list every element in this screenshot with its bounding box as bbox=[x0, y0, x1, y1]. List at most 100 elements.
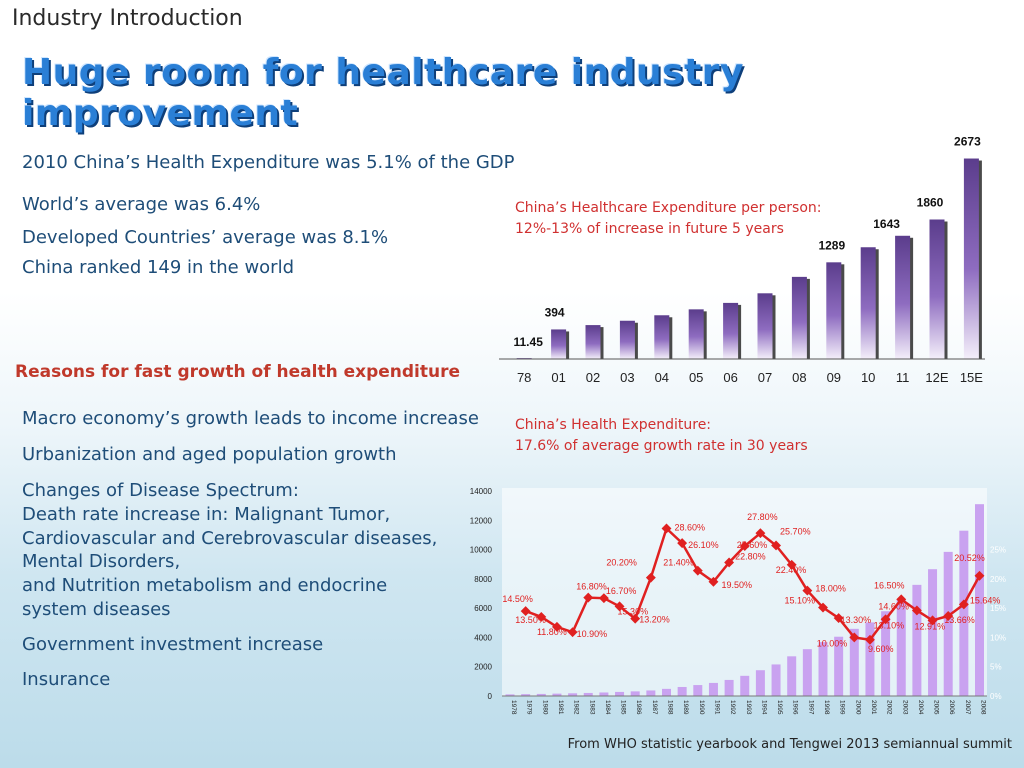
bar-1992 bbox=[724, 679, 734, 696]
per-person-bar-chart: 78 01 02 03 04 05 06 07 08 09 10 11 12E 15E 11.45 394 1… bbox=[499, 135, 985, 385]
bar-2003 bbox=[896, 599, 906, 696]
x-tick-1981: 1981 bbox=[557, 700, 564, 715]
bar-1980 bbox=[536, 693, 546, 696]
data-label-09: 1289 bbox=[818, 238, 845, 252]
growth-label-1990: 21.40% bbox=[663, 558, 694, 568]
x-tick-1984: 1984 bbox=[604, 700, 611, 715]
plot-area bbox=[502, 488, 987, 696]
x-tick-2001: 2001 bbox=[870, 700, 877, 715]
growth-label-1988: 28.60% bbox=[675, 522, 706, 532]
bar-04 bbox=[654, 315, 670, 359]
y2-tick: 5% bbox=[990, 663, 1002, 672]
reason-mental: Mental Disorders, bbox=[22, 551, 181, 572]
growth-label-1993: 25.60% bbox=[737, 540, 768, 550]
x-tick-2002: 2002 bbox=[886, 700, 893, 715]
bar-1998 bbox=[818, 642, 828, 696]
x-tick-11: 11 bbox=[896, 370, 910, 385]
growth-label-2005: 12.91% bbox=[915, 621, 946, 631]
bar-03 bbox=[619, 320, 635, 359]
reason-death-rate: Death rate increase in: Malignant Tumor, bbox=[22, 504, 391, 525]
bar-1997 bbox=[802, 649, 812, 696]
x-tick-1988: 1988 bbox=[667, 700, 674, 715]
y-tick: 6000 bbox=[474, 604, 492, 613]
growth-point-2001 bbox=[865, 634, 875, 645]
growth-point-1993 bbox=[739, 541, 750, 552]
x-tick-07: 07 bbox=[758, 370, 772, 385]
x-tick-1986: 1986 bbox=[635, 700, 642, 715]
growth-label-1992: 22.80% bbox=[735, 551, 766, 561]
y-tick: 8000 bbox=[474, 575, 492, 584]
x-tick-1979: 1979 bbox=[526, 700, 533, 715]
growth-label-1991: 19.50% bbox=[721, 580, 752, 590]
reason-urbanization: Urbanization and aged population growth bbox=[22, 444, 397, 465]
bar-1978 bbox=[505, 694, 515, 696]
bar-1990 bbox=[693, 685, 703, 696]
growth-label-2006: 13.66% bbox=[944, 615, 975, 625]
stat-gdp-share: 2010 China’s Health Expenditure was 5.1%… bbox=[22, 152, 515, 173]
x-tick-2007: 2007 bbox=[964, 700, 971, 715]
x-tick-03: 03 bbox=[620, 370, 634, 385]
y-tick: 10000 bbox=[470, 546, 493, 555]
x-tick-1993: 1993 bbox=[745, 700, 752, 715]
reasons-heading: Reasons for fast growth of health expend… bbox=[15, 362, 461, 382]
data-label-11: 1643 bbox=[873, 217, 900, 231]
x-tick-06: 06 bbox=[723, 370, 737, 385]
growth-point-2002 bbox=[880, 614, 891, 625]
reason-nutrition: and Nutrition metabolism and endocrine bbox=[22, 575, 388, 596]
bar-1979 bbox=[521, 694, 531, 696]
growth-point-2003 bbox=[896, 594, 907, 605]
x-tick-1998: 1998 bbox=[823, 700, 830, 715]
bar-2001 bbox=[865, 622, 875, 696]
bar-1991 bbox=[708, 682, 718, 696]
growth-label-2004: 14.60% bbox=[878, 601, 909, 611]
bar-07 bbox=[757, 293, 773, 359]
growth-label-1981: 11.80% bbox=[537, 627, 567, 637]
bar-09 bbox=[826, 262, 842, 359]
growth-point-1988 bbox=[661, 523, 672, 534]
x-tick-1992: 1992 bbox=[729, 700, 736, 715]
per-person-note-line2: 12%-13% of increase in future 5 years bbox=[515, 221, 784, 237]
data-label-15E: 2673 bbox=[954, 135, 981, 149]
growth-point-1995 bbox=[771, 540, 781, 551]
x-tick-09: 09 bbox=[827, 370, 841, 385]
bar-1999 bbox=[834, 636, 844, 696]
bar-1988 bbox=[662, 688, 671, 696]
x-tick-02: 02 bbox=[586, 370, 600, 385]
bar-1986 bbox=[630, 691, 640, 696]
data-label-12E: 1860 bbox=[917, 196, 944, 210]
growth-point-2000 bbox=[849, 632, 860, 643]
stat-world-average: World’s average was 6.4% bbox=[22, 194, 261, 215]
growth-label-1984: 16.70% bbox=[606, 586, 637, 596]
x-tick-2005: 2005 bbox=[933, 700, 940, 715]
x-tick-12E: 12E bbox=[925, 370, 948, 385]
bar-15E bbox=[963, 158, 979, 359]
y-tick: 2000 bbox=[474, 663, 492, 672]
x-tick-2000: 2000 bbox=[854, 700, 861, 715]
growth-note: China’s Health Expenditure: 17.6% of ave… bbox=[515, 415, 808, 457]
bar-2002 bbox=[881, 611, 891, 696]
growth-point-2006 bbox=[943, 611, 954, 621]
x-tick-1987: 1987 bbox=[651, 700, 658, 715]
per-person-note: China’s Healthcare Expenditure per perso… bbox=[515, 198, 822, 240]
bar-08 bbox=[791, 276, 807, 359]
growth-label-1986: 13.20% bbox=[639, 615, 670, 625]
x-tick-1982: 1982 bbox=[573, 700, 580, 715]
bar-12E bbox=[929, 219, 945, 359]
x-tick-1989: 1989 bbox=[682, 700, 689, 715]
bar-1981 bbox=[552, 693, 562, 696]
y-tick: 4000 bbox=[474, 633, 492, 642]
x-tick-2003: 2003 bbox=[901, 700, 908, 715]
growth-label-1982: 10.90% bbox=[577, 629, 608, 639]
growth-label-1997: 18.00% bbox=[815, 584, 846, 594]
stat-china-rank: China ranked 149 in the world bbox=[22, 257, 295, 278]
x-tick-10: 10 bbox=[861, 370, 875, 385]
growth-label-1987: 20.20% bbox=[606, 558, 637, 568]
growth-point-2007 bbox=[958, 599, 969, 610]
growth-label-1980: 13.50% bbox=[515, 615, 546, 625]
bar-2005 bbox=[928, 569, 938, 696]
x-tick-15E: 15E bbox=[960, 370, 983, 385]
page-title: Huge room for healthcare industry improv… bbox=[22, 52, 744, 134]
x-tick-1995: 1995 bbox=[776, 700, 783, 715]
growth-point-1998 bbox=[818, 602, 828, 613]
x-tick-1994: 1994 bbox=[760, 700, 767, 715]
